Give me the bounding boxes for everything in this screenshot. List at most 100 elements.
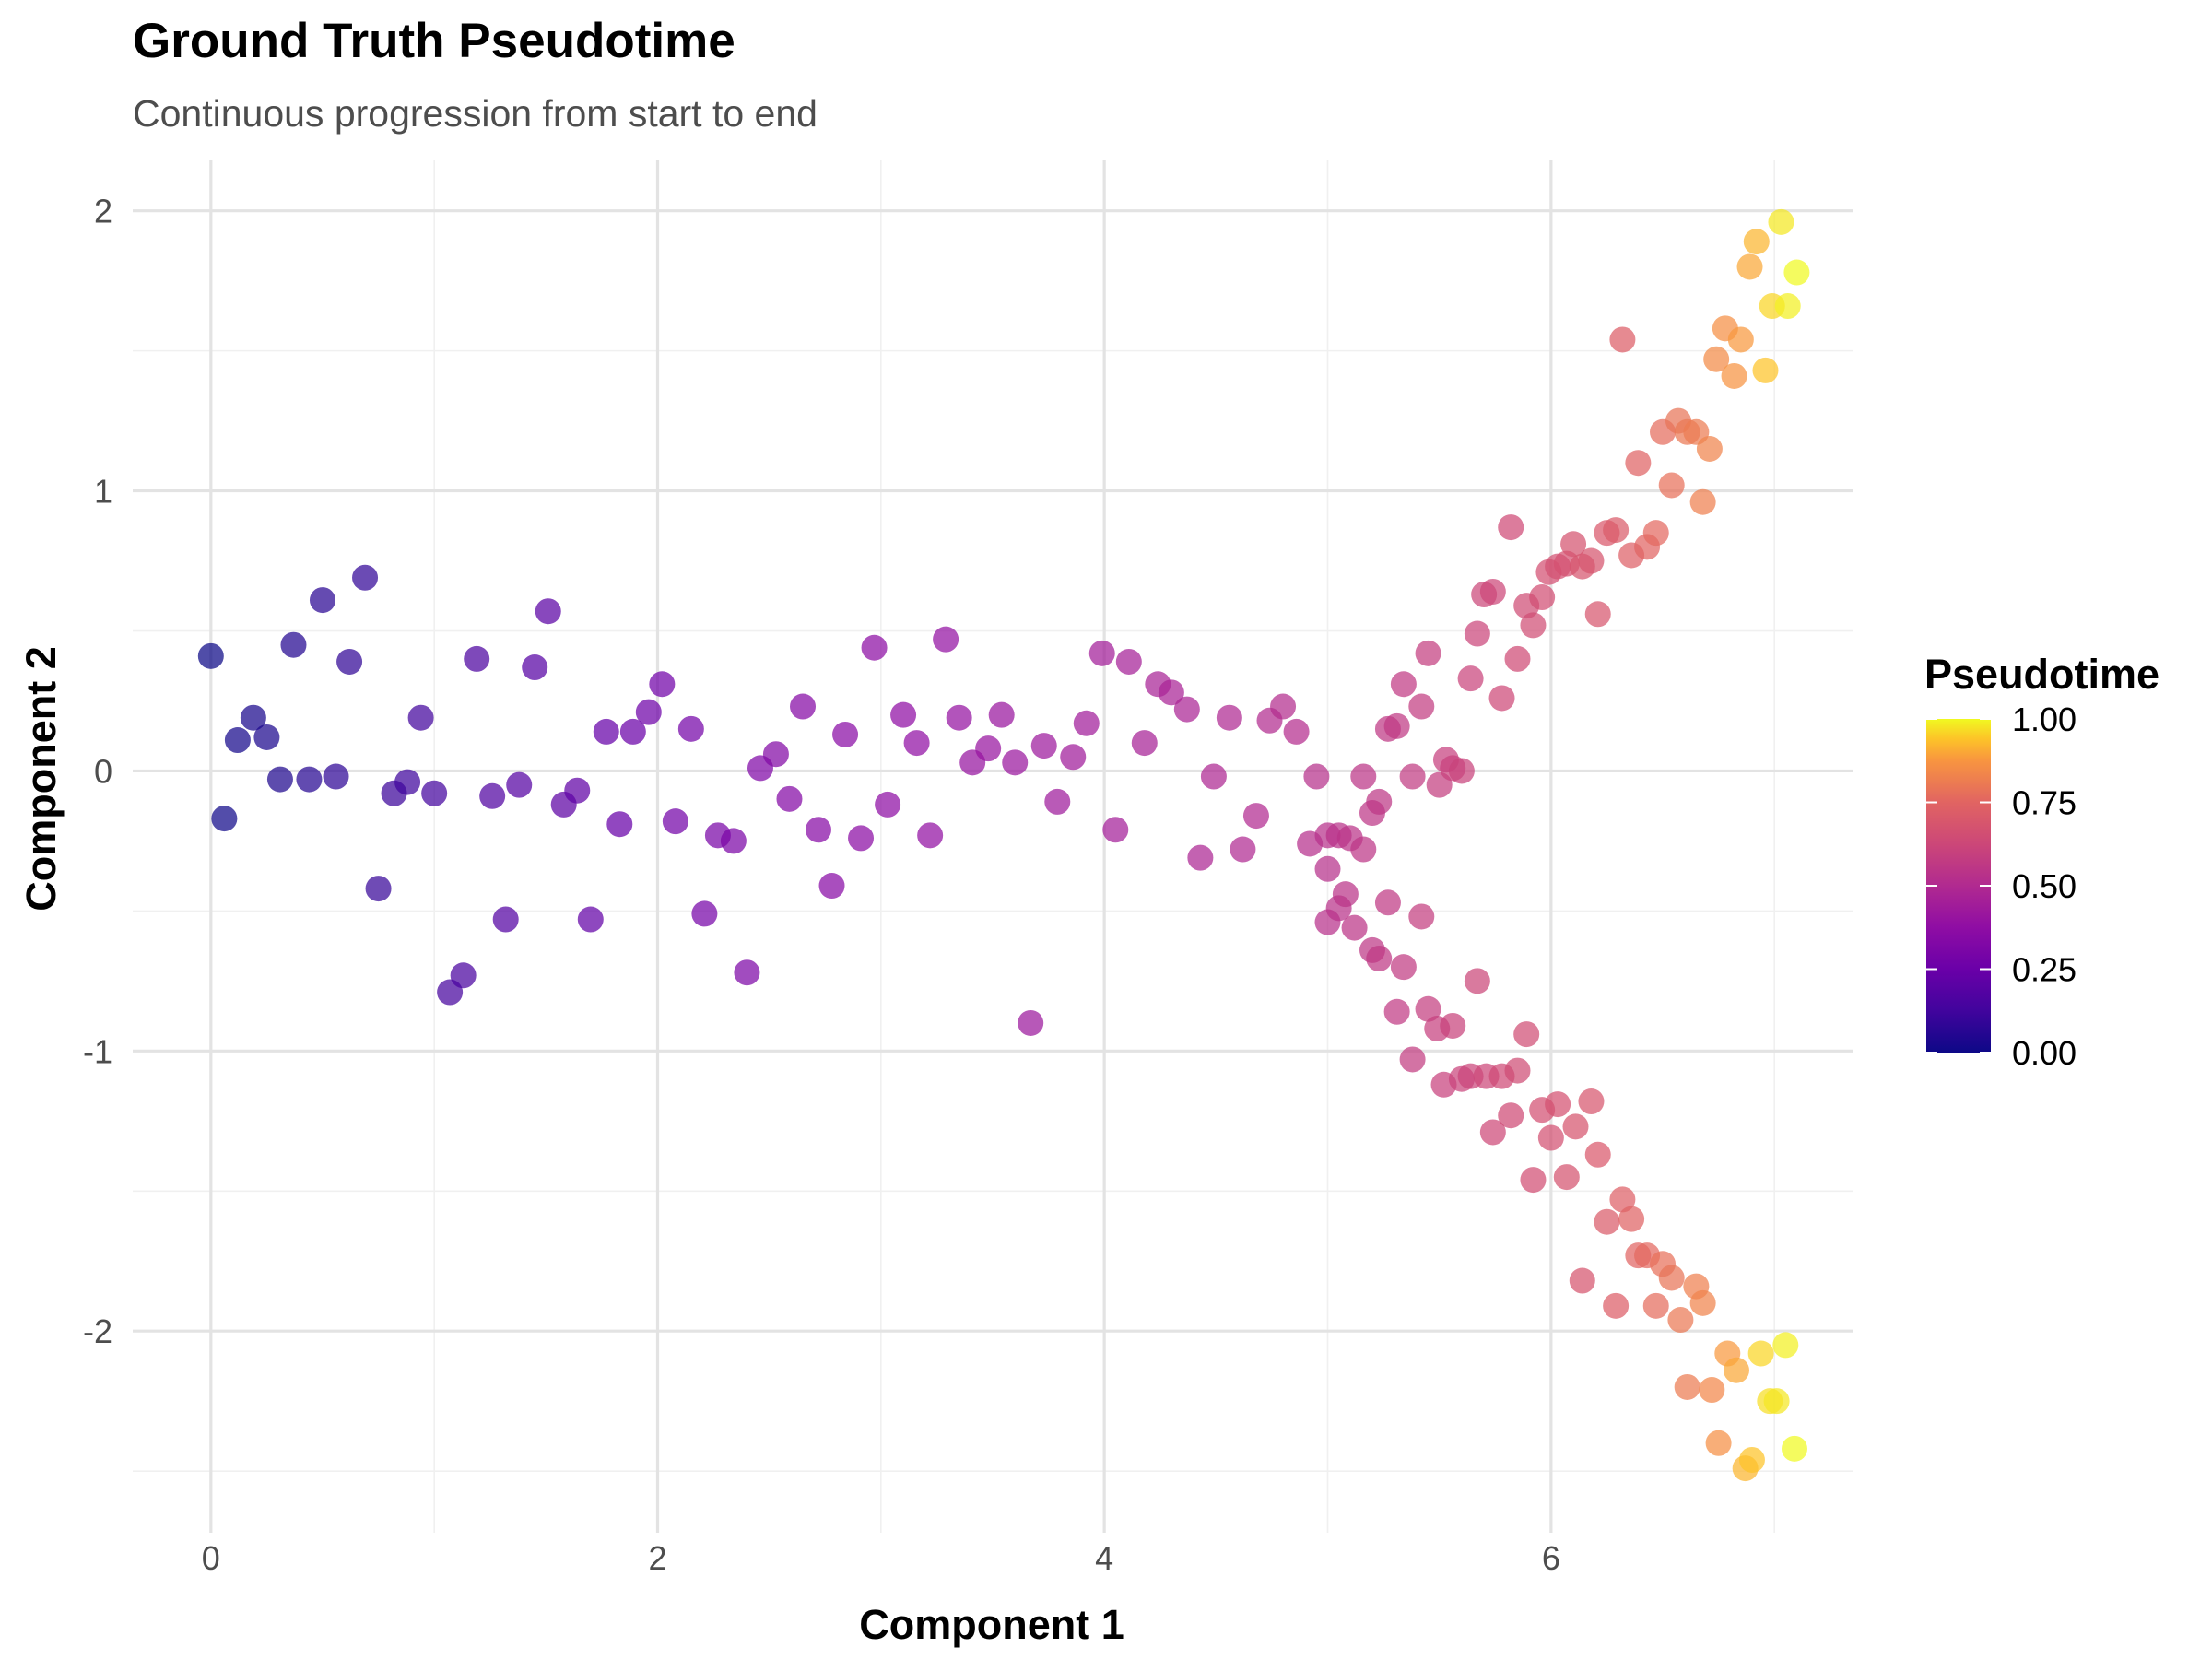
data-point <box>890 701 917 728</box>
data-point <box>309 587 335 614</box>
data-point <box>1625 450 1652 477</box>
data-point <box>535 598 561 625</box>
data-point <box>1115 648 1142 675</box>
data-point <box>1044 788 1071 815</box>
data-point <box>1131 730 1158 757</box>
data-point <box>776 785 803 812</box>
data-point <box>1448 758 1475 784</box>
data-point <box>635 699 662 725</box>
data-point <box>1102 817 1129 843</box>
data-point <box>1584 601 1611 628</box>
chart-subtitle: Continuous progression from start to end <box>133 92 818 135</box>
data-point <box>1763 1388 1790 1415</box>
legend-tick-label: 0.00 <box>2012 1034 2077 1072</box>
data-point <box>1743 229 1770 255</box>
data-point <box>1314 855 1341 882</box>
data-point <box>1498 1102 1524 1129</box>
data-point <box>691 900 718 927</box>
data-point <box>1609 326 1636 353</box>
data-point <box>975 735 1002 762</box>
data-point <box>1390 671 1417 698</box>
data-point <box>1350 763 1377 790</box>
data-point <box>1689 488 1716 515</box>
data-point <box>1738 1446 1765 1473</box>
data-point <box>1783 259 1810 286</box>
data-point <box>479 782 506 809</box>
data-point <box>875 791 901 818</box>
data-point <box>407 704 434 731</box>
data-point <box>1350 836 1377 863</box>
data-point <box>762 741 789 768</box>
chart-title: Ground Truth Pseudotime <box>133 14 735 68</box>
data-point <box>266 766 293 793</box>
data-point <box>336 648 363 675</box>
data-point <box>1703 346 1730 372</box>
data-point <box>1230 836 1256 863</box>
data-point <box>1513 1021 1540 1048</box>
data-point <box>861 634 888 661</box>
data-point <box>564 777 591 804</box>
data-point <box>1736 253 1763 280</box>
data-point <box>1696 435 1723 462</box>
data-point <box>1721 362 1747 389</box>
data-point <box>1752 357 1779 383</box>
data-point <box>1399 763 1426 790</box>
data-point <box>224 727 251 754</box>
data-point <box>240 704 266 731</box>
x-tick-label: 6 <box>1542 1539 1560 1577</box>
data-point <box>1658 1265 1685 1291</box>
data-point <box>1488 685 1515 712</box>
data-point <box>323 763 349 790</box>
data-point <box>1747 1340 1774 1367</box>
data-point <box>1216 704 1242 731</box>
data-point <box>1366 946 1393 972</box>
y-tick-label: 1 <box>94 473 112 511</box>
legend-ticks: 0.00 0.25 0.50 0.75 1.00 <box>1926 700 2077 1072</box>
data-point <box>211 806 238 832</box>
data-point <box>1030 733 1057 759</box>
data-point <box>1618 1206 1645 1232</box>
data-point <box>1584 1141 1611 1168</box>
data-point <box>1642 1292 1669 1319</box>
data-point <box>1399 1046 1426 1073</box>
data-point <box>848 825 875 852</box>
data-point <box>1408 693 1435 720</box>
data-point <box>1594 1208 1620 1235</box>
y-tick-label: -2 <box>83 1312 112 1350</box>
data-point <box>1187 844 1214 871</box>
data-point <box>1415 640 1441 666</box>
data-point <box>1705 1430 1732 1456</box>
data-point <box>1383 998 1410 1025</box>
data-point <box>1002 749 1029 776</box>
data-point <box>649 671 676 698</box>
y-tick-label: 2 <box>94 193 112 230</box>
data-point <box>1674 1373 1700 1400</box>
data-point <box>1562 1113 1589 1140</box>
data-point <box>790 693 817 720</box>
data-point <box>946 704 972 731</box>
data-point <box>1689 1289 1716 1316</box>
x-axis-ticks: 0 2 4 6 <box>202 1539 1560 1577</box>
data-point <box>492 906 519 933</box>
x-tick-label: 0 <box>202 1539 220 1577</box>
data-point <box>1242 803 1269 830</box>
data-point <box>1270 693 1297 720</box>
data-point <box>677 715 704 742</box>
data-point <box>1464 620 1490 647</box>
data-point <box>606 811 633 838</box>
x-axis-title: Component 1 <box>859 1601 1124 1648</box>
data-point <box>450 962 477 989</box>
data-point <box>1603 517 1630 544</box>
data-point <box>421 780 448 806</box>
data-point <box>1504 645 1531 672</box>
data-point <box>365 876 392 902</box>
data-point <box>1479 578 1506 605</box>
data-point <box>988 701 1015 728</box>
data-point <box>394 769 421 795</box>
legend-title: Pseudotime <box>1924 651 2159 698</box>
data-point <box>917 822 944 849</box>
x-tick-label: 2 <box>648 1539 666 1577</box>
legend-tick-label: 0.50 <box>2012 867 2077 905</box>
data-point <box>1667 1307 1694 1334</box>
data-point <box>1060 744 1087 771</box>
